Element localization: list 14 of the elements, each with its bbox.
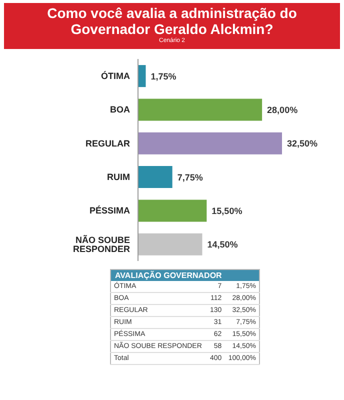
data-label: 15,50% <box>212 206 242 216</box>
data-label: 28,00% <box>267 104 298 115</box>
chart-title: Como você avalia a administração do Governador Geraldo Alckmin? <box>46 5 298 37</box>
data-label: 14,50% <box>207 240 238 250</box>
y-tick-label: PÉSSIMA <box>89 206 130 216</box>
data-label: 7,75% <box>177 172 203 182</box>
y-tick-label: REGULAR <box>86 138 130 148</box>
data-label: 1,75% <box>150 71 176 82</box>
y-tick-label: NÃO SOUBE RESPONDER <box>72 234 130 254</box>
data-label: 32,50% <box>287 138 318 149</box>
y-tick-label: BOA <box>110 104 130 115</box>
y-tick-label: RUIM <box>107 172 130 182</box>
text: AVALIAÇÃO GOVERNADOR <box>110 270 260 281</box>
y-tick-label: ÓTIMA <box>101 71 130 82</box>
